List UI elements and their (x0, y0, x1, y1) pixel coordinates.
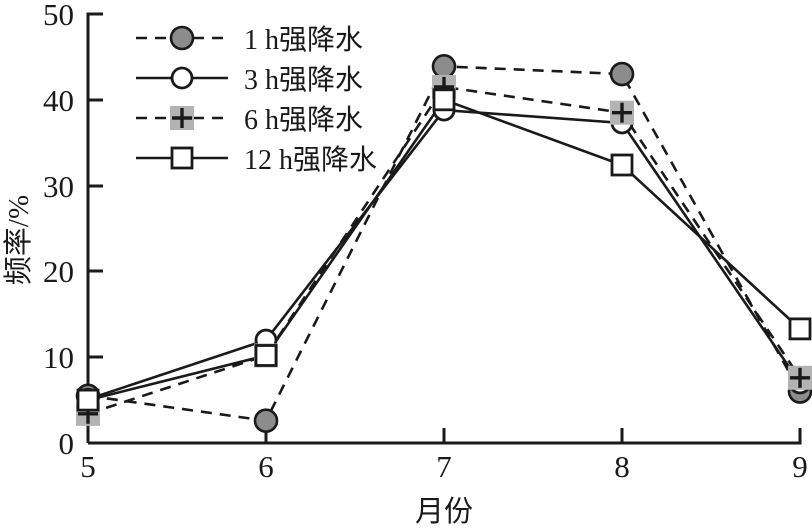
legend-item-4: 12 h强降水 (136, 144, 377, 176)
data-point (610, 100, 634, 125)
y-axis-title: 频率/% (2, 195, 35, 285)
legend-label: 3 h强降水 (244, 64, 363, 96)
x-tick-labels: 5 6 7 8 9 (80, 449, 808, 484)
data-point (609, 61, 635, 87)
series-4 (87, 98, 801, 402)
series-2-markers (76, 98, 812, 411)
legend-label: 6 h强降水 (244, 104, 363, 136)
series-layer (75, 54, 812, 433)
series-3 (87, 85, 802, 416)
y-tick-label-50: 50 (43, 0, 74, 32)
data-point (788, 365, 812, 390)
data-point (254, 344, 278, 367)
legend-label: 12 h强降水 (244, 144, 377, 176)
legend-marker (170, 66, 194, 90)
x-tick-label-5: 5 (80, 449, 96, 484)
x-axis-title: 月份 (415, 495, 473, 528)
data-point (610, 153, 634, 177)
y-tick-label-40: 40 (43, 83, 74, 118)
x-tick-label-6: 6 (258, 449, 274, 484)
data-point (253, 408, 279, 433)
data-point (788, 317, 812, 341)
chart-legend: 1 h强降水 3 h强降水 6 h强降水 12 h强降水 (136, 24, 377, 176)
x-axis-ticks (86, 428, 802, 443)
series-line (87, 98, 801, 402)
y-tick-label-20: 20 (43, 254, 74, 289)
data-point (76, 388, 100, 412)
y-axis-spine (86, 12, 103, 443)
legend-label: 1 h强降水 (244, 24, 363, 56)
legend-item-1: 1 h强降水 (136, 24, 363, 56)
y-axis-ticks (88, 12, 103, 359)
x-tick-label-8: 8 (614, 449, 630, 484)
legend-item-3: 6 h强降水 (136, 104, 363, 136)
legend-item-2: 3 h强降水 (136, 64, 363, 96)
x-tick-label-7: 7 (436, 449, 452, 484)
legend-marker (170, 146, 194, 170)
legend-marker (170, 106, 194, 130)
series-line (87, 85, 802, 416)
series-4-markers (76, 88, 812, 412)
y-tick-label-30: 30 (43, 169, 74, 204)
y-tick-labels: 50 40 30 20 10 0 (43, 0, 74, 461)
y-tick-label-10: 10 (43, 340, 74, 375)
data-point (432, 88, 456, 112)
data-point (431, 54, 457, 79)
y-tick-label-0: 0 (59, 426, 75, 461)
x-tick-label-9: 9 (792, 449, 808, 484)
series-line (87, 108, 802, 401)
series-2 (87, 108, 802, 401)
legend-marker (169, 25, 195, 51)
